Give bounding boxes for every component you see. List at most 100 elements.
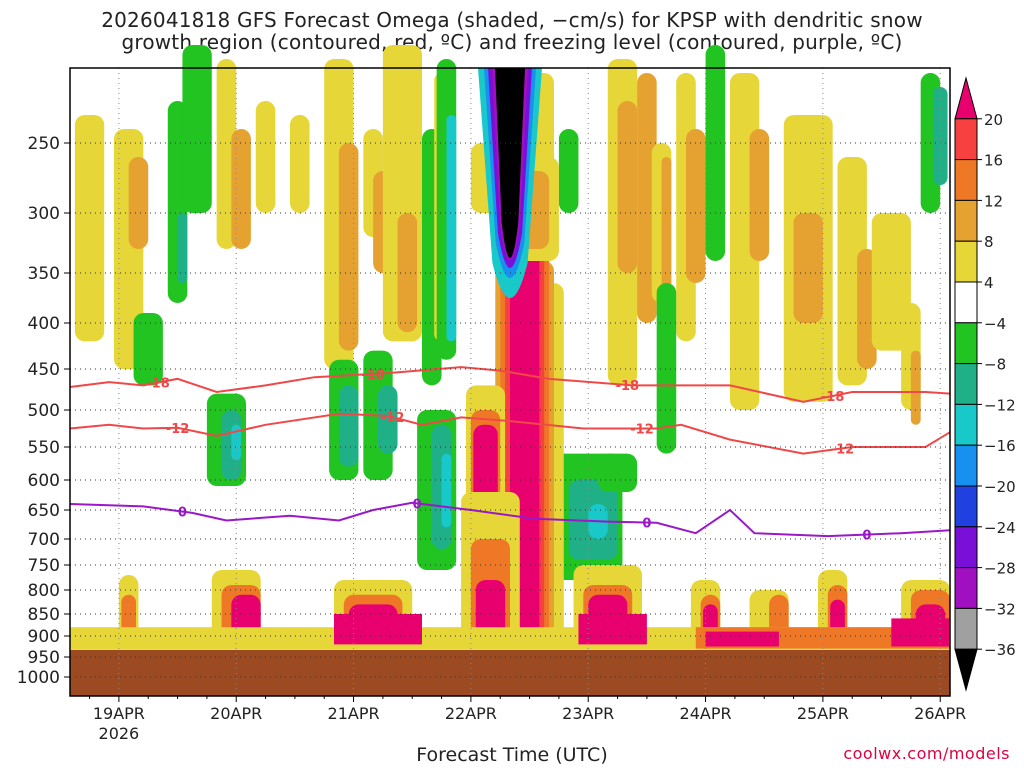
contour-label: -12 (166, 422, 190, 437)
omega-cell (910, 350, 921, 425)
colorbar-cell (954, 444, 978, 487)
axes: 2503003504004505005506006507007508008509… (17, 67, 966, 743)
colorbar-label: 8 (984, 233, 994, 251)
omega-cell (182, 45, 212, 213)
contour-label: -12 (630, 423, 654, 438)
omega-cell (857, 249, 877, 369)
contour-label: -18 (616, 379, 640, 394)
omega-cell (598, 453, 638, 492)
colorbar-label: 16 (984, 152, 1003, 170)
y-tick-label: 900 (28, 627, 60, 647)
colorbar-cell (954, 118, 978, 161)
contour-label: -12 (831, 442, 855, 457)
y-tick-label: 400 (28, 314, 60, 334)
omega-cell (686, 129, 706, 283)
omega-cell (441, 453, 452, 528)
omega-cell (932, 87, 948, 185)
contour-line--18 (69, 366, 951, 403)
x-axis-title: Forecast Time (UTC) (416, 744, 608, 766)
colorbar-label: 20 (984, 111, 1003, 129)
omega-cell (475, 580, 506, 641)
plot-frame (69, 67, 951, 697)
colorbar-cell (954, 567, 978, 609)
x-tick-label: 20APR (210, 704, 262, 723)
omega-cell (133, 313, 163, 386)
omega-cell (338, 143, 359, 351)
colorbar-label: −32 (984, 600, 1016, 618)
x-tick-label: 26APR (914, 704, 966, 723)
colorbar-label: −8 (984, 356, 1006, 374)
omega-cell (338, 385, 359, 467)
y-tick-label: 700 (28, 530, 60, 550)
chart-title-line-2: growth region (contoured, red, ºC) and f… (121, 30, 903, 54)
y-tick-label: 300 (28, 204, 60, 224)
omega-cell (255, 101, 276, 213)
y-tick-label: 550 (28, 438, 60, 458)
omega-descent-plume (495, 68, 525, 258)
contour-label: 0 (862, 529, 871, 544)
chart-title-line-1: 2026041818 GFS Forecast Omega (shaded, −… (101, 8, 923, 32)
omega-cell (656, 283, 677, 454)
colorbar-cell (954, 485, 978, 528)
colorbar-cell (954, 76, 978, 120)
y-tick-label: 350 (28, 264, 60, 284)
y-tick-label: 600 (28, 471, 60, 491)
colorbar-label: 12 (984, 192, 1003, 210)
colorbar-cell (954, 403, 978, 446)
contour-label: 0 (178, 506, 187, 521)
contour-label: -12 (381, 411, 405, 426)
omega-cell (177, 213, 188, 283)
x-tick-label: 24APR (680, 704, 732, 723)
y-tick-label: 450 (28, 360, 60, 380)
contour-label: -18 (146, 377, 170, 392)
omega-band-low (705, 631, 779, 647)
y-tick-label: 650 (28, 501, 60, 521)
y-tick-label: 800 (28, 581, 60, 601)
colorbar-cell (954, 526, 978, 569)
contour-line--12 (69, 412, 951, 455)
colorbar-label: −4 (984, 315, 1006, 333)
contour-label: -18 (361, 368, 385, 383)
omega-cell (397, 213, 418, 333)
x-year-label: 2026 (99, 724, 140, 743)
omega-band-low (891, 618, 950, 647)
colorbar-cell (954, 159, 978, 201)
y-tick-label: 950 (28, 648, 60, 668)
contour-label: 0 (642, 517, 651, 532)
y-tick-label: 850 (28, 605, 60, 625)
omega-cell (378, 385, 398, 454)
colorbar-label: 4 (984, 274, 994, 292)
omega-cell (74, 115, 105, 342)
omega-band-low (578, 614, 647, 645)
surface-ground (70, 649, 950, 696)
omega-cell (128, 157, 149, 249)
omega-cell (793, 213, 823, 323)
contour-label: -18 (821, 390, 845, 405)
x-tick-label: 22APR (445, 704, 497, 723)
omega-cell (705, 45, 726, 261)
x-tick-label: 21APR (328, 704, 380, 723)
x-tick-label: 23APR (562, 704, 614, 723)
colorbar-label: −16 (984, 437, 1016, 455)
colorbar-cell (954, 607, 978, 650)
colorbar-label: −28 (984, 560, 1016, 578)
contour-label: 0 (413, 497, 422, 512)
omega-cell (290, 115, 310, 213)
colorbar-cell (954, 363, 978, 405)
y-tick-label: 250 (28, 134, 60, 154)
credit-text[interactable]: coolwx.com/models (843, 744, 1010, 763)
omega-cell (231, 129, 251, 249)
colorbar-label: −20 (984, 478, 1016, 496)
colorbar-cell (954, 240, 978, 283)
colorbar: 20 16 12 8 4 −4 −8 −12 −16 −20 −24 −28 −32 −36 (954, 76, 1016, 692)
omega-band-low (334, 614, 422, 645)
colorbar-cell (954, 322, 978, 365)
y-tick-label: 1000 (17, 668, 60, 688)
omega-cell (446, 115, 457, 342)
x-tick-label: 19APR (93, 704, 145, 723)
omega-cell (231, 424, 242, 461)
colorbar-cell (954, 281, 978, 324)
y-tick-label: 500 (28, 401, 60, 421)
colorbar-label: −36 (984, 641, 1016, 659)
